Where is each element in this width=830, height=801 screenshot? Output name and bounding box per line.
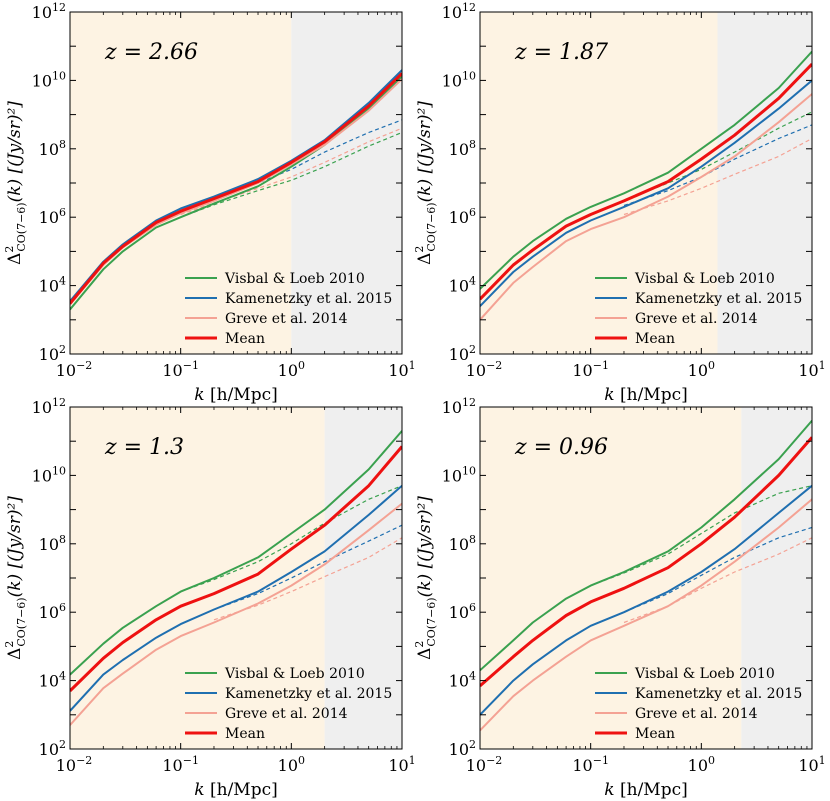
y-tick-label: 104	[449, 275, 476, 296]
x-tick-label: 100	[278, 754, 305, 775]
y-tick-label: 108	[39, 138, 66, 159]
series-line-mean	[480, 436, 812, 688]
series-line-kamenetzky-et-al-2015-1-halo	[623, 124, 812, 207]
legend-label: Visbal & Loeb 2010	[224, 666, 365, 682]
x-tick-label: 101	[388, 359, 415, 380]
x-tick-label: 101	[388, 754, 415, 775]
legend-label: Kamenetzky et al. 2015	[635, 291, 802, 307]
series-line-visbal-loeb-2010-1-halo	[623, 111, 812, 202]
legend-label: Greve et al. 2014	[635, 311, 758, 327]
shaded-region-high-k	[741, 407, 812, 749]
y-tick-label: 108	[449, 138, 476, 159]
y-tick-label: 102	[39, 738, 66, 759]
y-tick-label: 1012	[32, 1, 66, 22]
series-line-mean	[70, 72, 402, 305]
panel-bottom-right: 10−2 10−1 100 101 102 104 106 108 1010 1012 k [h/M…	[413, 396, 826, 800]
redshift-label: z = 0.96	[514, 435, 608, 460]
legend-label: Visbal & Loeb 2010	[634, 666, 775, 682]
y-tick-label: 108	[449, 533, 476, 554]
series-line-visbal-loeb-2010	[480, 50, 812, 290]
shaded-region-high-k	[291, 12, 402, 354]
y-axis-label: Δ2CO(7−6)(k) [(Jy/sr)²]	[3, 496, 28, 660]
redshift-label: z = 2.66	[104, 40, 198, 65]
x-axis-label: k [h/Mpc]	[604, 385, 687, 405]
legend-label: Greve et al. 2014	[225, 706, 348, 722]
x-tick-label: 100	[688, 754, 715, 775]
series-line-kamenetzky-et-al-2015	[70, 484, 402, 712]
y-axis-label: Δ2CO(7−6)(k) [(Jy/sr)²]	[413, 496, 438, 660]
legend-label: Visbal & Loeb 2010	[634, 271, 775, 287]
x-tick-label: 10−2	[56, 754, 93, 775]
y-axis-label: Δ2CO(7−6)(k) [(Jy/sr)²]	[3, 101, 28, 265]
x-axis-label: k [h/Mpc]	[194, 385, 277, 405]
y-tick-label: 1010	[32, 464, 66, 485]
y-tick-label: 102	[39, 343, 66, 364]
series-line-visbal-loeb-2010-1-halo	[180, 131, 402, 218]
series-line-greve-et-al-2014	[480, 93, 812, 321]
series-line-visbal-loeb-2010	[480, 419, 812, 672]
y-tick-label: 104	[39, 275, 66, 296]
y-tick-label: 104	[449, 670, 476, 691]
y-tick-label: 106	[39, 206, 66, 227]
y-tick-label: 106	[449, 601, 476, 622]
y-tick-label: 104	[39, 670, 66, 691]
y-tick-label: 1010	[442, 69, 476, 90]
panel-bottom-left: 10−2 10−1 100 101 102 104 106 108 1010 1012 k [h/M…	[3, 396, 416, 800]
x-axis-label: k [h/Mpc]	[604, 780, 687, 800]
legend-label: Greve et al. 2014	[225, 311, 348, 327]
legend-label: Mean	[635, 726, 675, 742]
legend-label: Kamenetzky et al. 2015	[635, 686, 802, 702]
x-tick-label: 10−2	[56, 359, 93, 380]
x-tick-label: 10−1	[162, 359, 199, 380]
series-line-visbal-loeb-2010	[70, 430, 402, 676]
redshift-label: z = 1.3	[104, 435, 184, 460]
y-tick-label: 102	[449, 343, 476, 364]
series-line-visbal-loeb-2010-1-halo	[180, 485, 402, 593]
y-tick-label: 102	[449, 738, 476, 759]
series-line-mean	[70, 445, 402, 692]
series-line-kamenetzky-et-al-2015	[480, 79, 812, 307]
series-line-greve-et-al-2014	[70, 502, 402, 726]
x-tick-label: 10−1	[162, 754, 199, 775]
series-line-greve-et-al-2014	[480, 498, 812, 732]
legend-label: Visbal & Loeb 2010	[224, 271, 365, 287]
x-tick-label: 100	[688, 359, 715, 380]
legend-label: Mean	[225, 331, 265, 347]
legend-label: Kamenetzky et al. 2015	[225, 291, 392, 307]
y-tick-label: 108	[39, 533, 66, 554]
x-tick-label: 101	[798, 359, 825, 380]
legend-label: Greve et al. 2014	[635, 706, 758, 722]
legend-label: Kamenetzky et al. 2015	[225, 686, 392, 702]
series-line-kamenetzky-et-al-2015-1-halo	[213, 524, 402, 611]
x-tick-label: 101	[798, 754, 825, 775]
y-tick-label: 1012	[32, 396, 66, 417]
x-tick-label: 10−2	[466, 359, 503, 380]
legend-label: Mean	[635, 331, 675, 347]
x-axis-label: k [h/Mpc]	[194, 780, 277, 800]
series-line-kamenetzky-et-al-2015-1-halo	[623, 526, 812, 613]
y-tick-label: 1012	[442, 396, 476, 417]
legend-label: Mean	[225, 726, 265, 742]
x-tick-label: 100	[278, 359, 305, 380]
x-tick-label: 10−2	[466, 754, 503, 775]
series-line-greve-et-al-2014-1-halo	[623, 137, 812, 216]
shaded-region-high-k	[324, 407, 402, 749]
redshift-label: z = 1.87	[514, 40, 608, 65]
x-tick-label: 10−1	[572, 754, 609, 775]
panel-top-left: 10−2 10−1 100 101 102 104 106 108 1010 1012 k [h/M…	[3, 1, 416, 405]
y-tick-label: 106	[39, 601, 66, 622]
x-tick-label: 10−1	[572, 359, 609, 380]
y-tick-label: 1012	[442, 1, 476, 22]
series-line-greve-et-al-2014-1-halo	[623, 537, 812, 624]
y-tick-label: 1010	[442, 464, 476, 485]
series-line-mean	[480, 63, 812, 301]
panel-top-right: 10−2 10−1 100 101 102 104 106 108 1010 1012 k [h/M…	[413, 1, 826, 405]
y-axis-label: Δ2CO(7−6)(k) [(Jy/sr)²]	[413, 101, 438, 265]
y-tick-label: 1010	[32, 69, 66, 90]
series-line-kamenetzky-et-al-2015	[480, 484, 812, 716]
y-tick-label: 106	[449, 206, 476, 227]
